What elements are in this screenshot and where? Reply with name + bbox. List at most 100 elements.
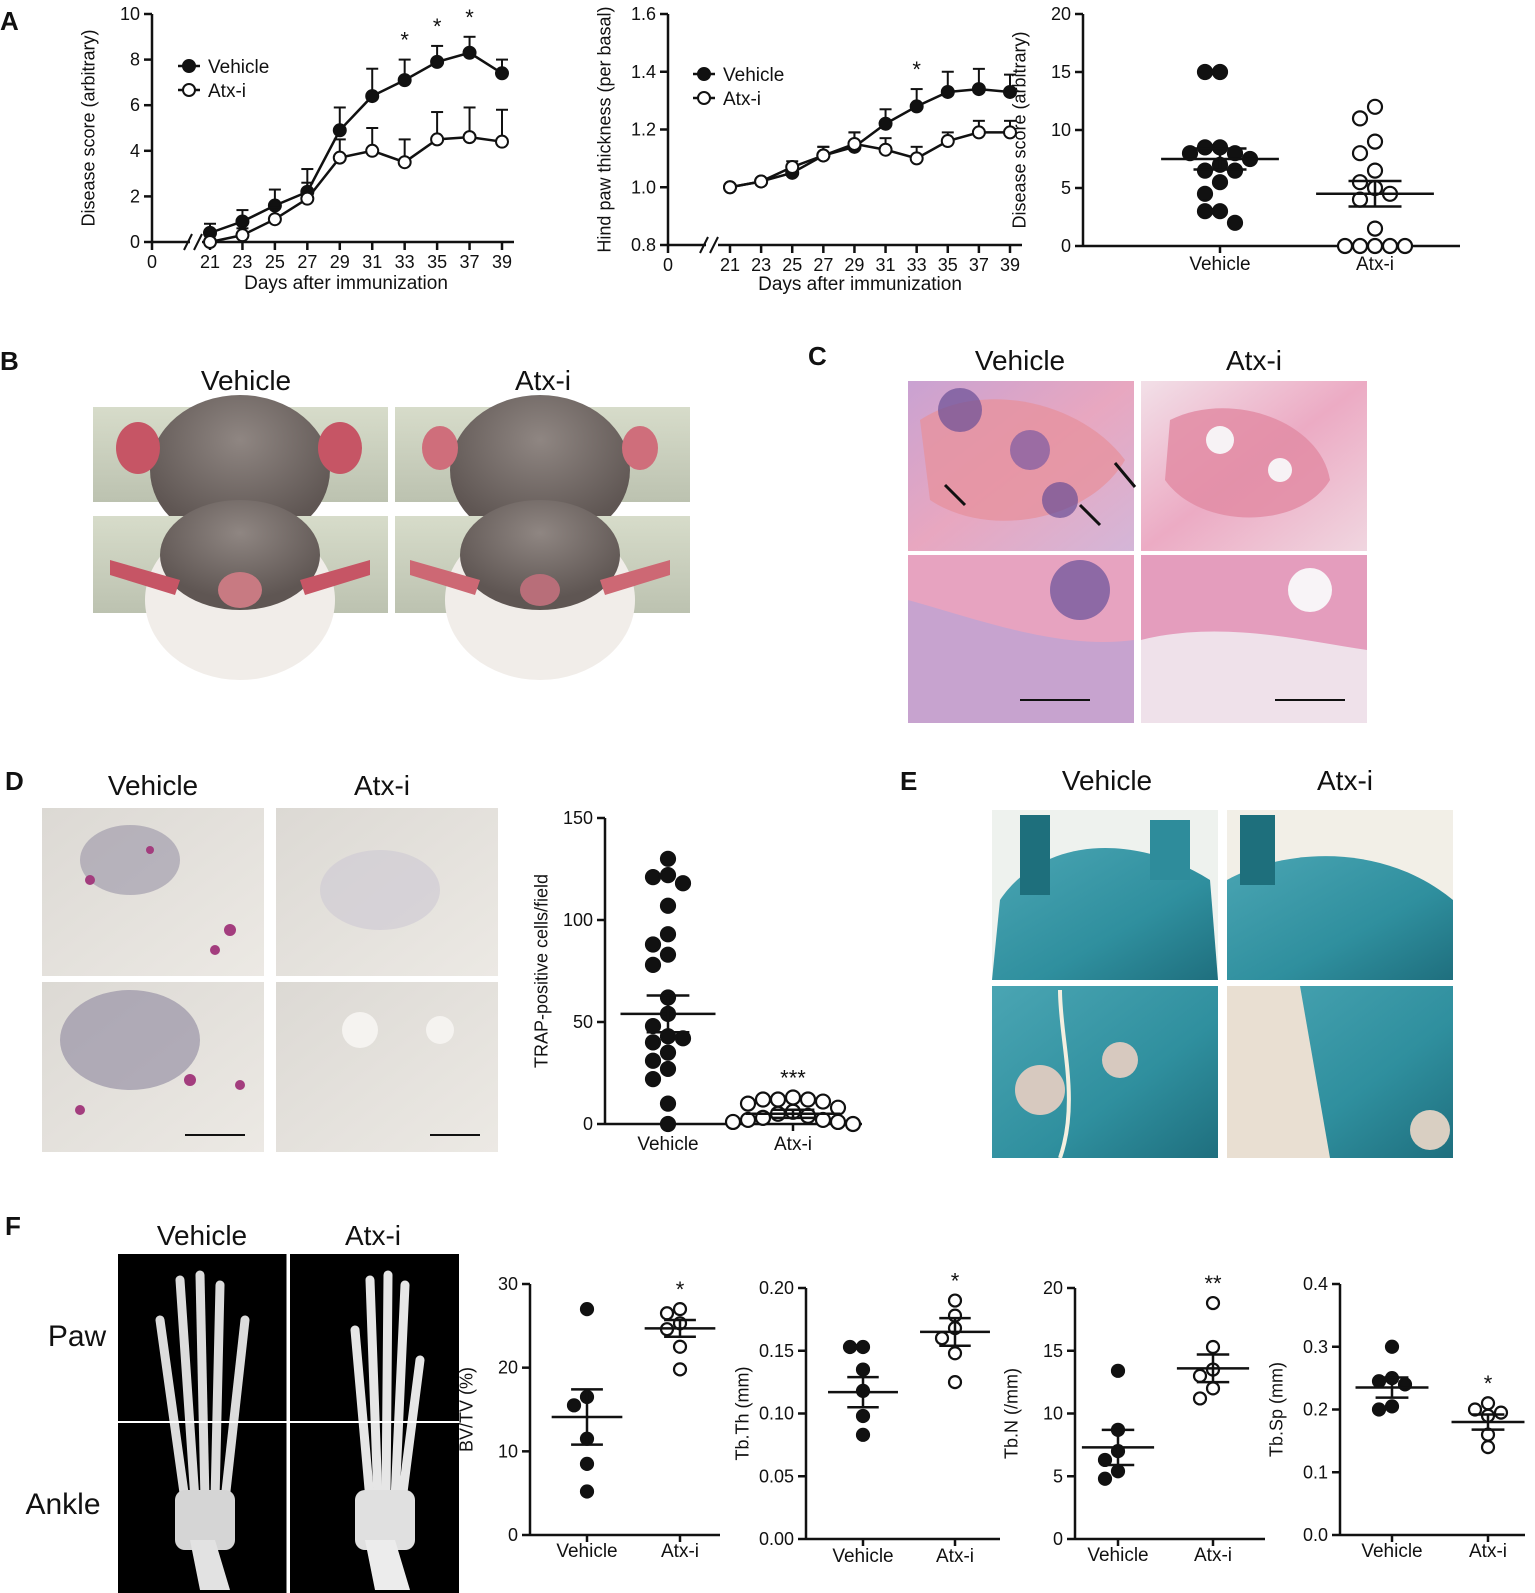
F1-y-tick-label: 20 xyxy=(498,1358,518,1378)
A1-data-point xyxy=(462,130,477,145)
c-vehicle-label: Vehicle xyxy=(975,345,1065,376)
A2-y-tick-label: 1.0 xyxy=(631,177,656,197)
A2-legend-label: Vehicle xyxy=(723,65,784,86)
F4-y-tick-label: 0.4 xyxy=(1303,1274,1328,1294)
A3-data-point xyxy=(1351,237,1369,255)
A2-x-tick-label: 39 xyxy=(1000,255,1020,275)
F3-y-tick-label: 15 xyxy=(1043,1341,1063,1361)
A2-data-point xyxy=(940,84,955,99)
F2-y-tick-label: 0.05 xyxy=(759,1466,794,1486)
A1-y-axis-label: Disease score (arbitrary) xyxy=(78,29,98,226)
A2-data-point xyxy=(1003,84,1017,99)
panel-label-d: D xyxy=(5,766,24,796)
A1-data-point xyxy=(397,155,412,170)
F1-data-point xyxy=(672,1301,688,1317)
F2-data-point xyxy=(855,1339,871,1355)
A1-x-tick-label: 37 xyxy=(460,252,480,272)
A1-legend-marker xyxy=(182,83,196,97)
A2-y-tick-label: 1.6 xyxy=(631,4,656,24)
e-atx-label: Atx-i xyxy=(1317,765,1373,796)
b-atx-label: Atx-i xyxy=(515,365,571,396)
D-y-axis-label: TRAP-positive cells/field xyxy=(531,874,551,1068)
A1-y-tick-label: 0 xyxy=(130,232,140,252)
d-histology-vehicle-top xyxy=(42,808,264,976)
D-data-point xyxy=(644,1034,662,1051)
F3-y-tick-label: 0 xyxy=(1053,1529,1063,1549)
D-x-tick-label: Atx-i xyxy=(774,1134,812,1155)
A3-data-point xyxy=(1336,237,1354,255)
D-data-point xyxy=(844,1115,862,1133)
d-histology-atx-bottom xyxy=(276,982,498,1152)
F1-data-point xyxy=(672,1339,688,1354)
c-arrow-1 xyxy=(943,483,967,507)
f-paw-label: Paw xyxy=(48,1320,107,1353)
F3-data-point xyxy=(1205,1295,1221,1311)
F3-x-tick-label: Atx-i xyxy=(1194,1545,1232,1566)
A3-data-point xyxy=(1211,174,1229,191)
F1-y-tick-label: 10 xyxy=(498,1441,518,1461)
A1-x-tick-label: 0 xyxy=(147,252,157,272)
A3-data-point xyxy=(1351,145,1369,162)
D-data-point xyxy=(799,1091,817,1108)
A2-data-point xyxy=(1003,125,1017,140)
A2-data-point xyxy=(909,151,924,166)
F4-data-point xyxy=(1480,1396,1496,1411)
D-x-tick-label: Vehicle xyxy=(637,1134,698,1155)
D-data-point xyxy=(644,1071,662,1088)
d-atx-label: Atx-i xyxy=(354,770,410,801)
A1-x-tick-label: 33 xyxy=(395,252,415,272)
D-data-point xyxy=(644,956,662,973)
A2-legend-marker xyxy=(697,91,711,105)
b-photo-atx-bottom xyxy=(395,500,690,680)
F4-significance-star: * xyxy=(1484,1371,1493,1396)
A2-series-line xyxy=(729,87,1011,189)
A1-x-tick-label: 35 xyxy=(427,252,447,272)
A2-x-tick-label: 23 xyxy=(751,255,771,275)
F4-y-tick-label: 0.0 xyxy=(1303,1525,1328,1545)
A1-x-tick-label: 21 xyxy=(200,252,220,272)
A1-data-point xyxy=(235,228,250,243)
A2-data-point xyxy=(878,142,893,157)
D-data-point xyxy=(659,867,677,884)
f-vehicle-label: Vehicle xyxy=(157,1220,247,1251)
A2-data-point xyxy=(971,125,986,140)
D-data-point xyxy=(769,1091,787,1108)
e-histology-atx-top xyxy=(1227,810,1453,980)
c-arrow-3 xyxy=(1113,462,1137,488)
A2-data-point xyxy=(909,99,924,114)
A1-significance-star: * xyxy=(433,14,442,39)
A1-legend-label: Atx-i xyxy=(208,81,246,102)
D-data-point xyxy=(674,875,692,892)
A3-data-point xyxy=(1196,203,1214,220)
A2-x-tick-label: 31 xyxy=(876,255,896,275)
D-y-tick-label: 150 xyxy=(563,808,593,828)
F3-data-point xyxy=(1192,1391,1208,1406)
A2-legend-marker xyxy=(697,67,711,81)
A1-x-tick-label: 27 xyxy=(297,252,317,272)
F3-data-point xyxy=(1205,1339,1221,1355)
A2-y-tick-label: 1.4 xyxy=(631,62,656,82)
A1-legend-label: Vehicle xyxy=(208,57,269,78)
F4-data-point xyxy=(1493,1405,1509,1420)
F2-x-tick-label: Atx-i xyxy=(936,1546,974,1567)
A3-data-point xyxy=(1211,63,1229,81)
A1-x-tick-label: 31 xyxy=(362,252,382,272)
F1-data-point xyxy=(579,1301,595,1317)
e-histology-atx-bottom xyxy=(1227,986,1453,1158)
A3-y-tick-label: 0 xyxy=(1061,236,1071,256)
A2-y-tick-label: 1.2 xyxy=(631,120,656,140)
F2-data-point xyxy=(855,1362,871,1377)
A3-data-point xyxy=(1366,237,1384,255)
F3-data-point xyxy=(1205,1381,1221,1396)
A3-y-tick-label: 20 xyxy=(1051,4,1071,24)
F3-y-tick-label: 5 xyxy=(1053,1466,1063,1486)
A1-y-tick-label: 10 xyxy=(120,4,140,24)
D-data-point xyxy=(659,850,677,867)
A1-x-tick-label: 25 xyxy=(265,252,285,272)
D-data-point xyxy=(829,1113,847,1131)
A1-data-point xyxy=(332,150,347,165)
b-photo-atx-top xyxy=(395,395,690,545)
f-ankle-label: Ankle xyxy=(25,1488,100,1521)
A2-data-point xyxy=(723,180,737,195)
